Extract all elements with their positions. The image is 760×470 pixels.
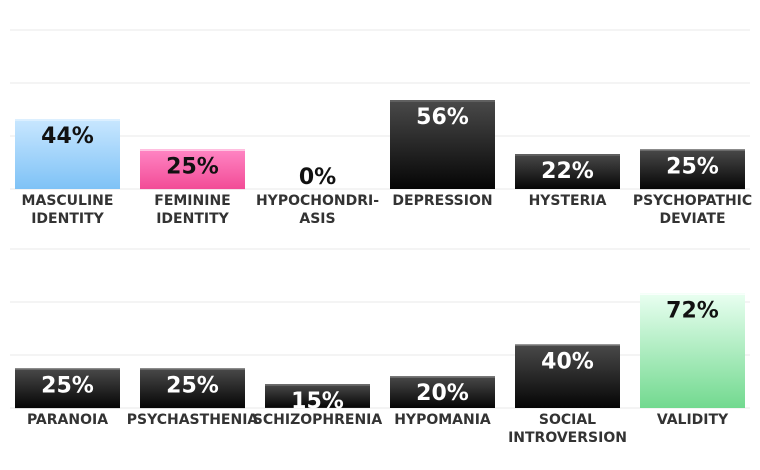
category-label: SOCIAL (539, 412, 596, 428)
bar-schizophrenia (265, 384, 370, 408)
value-label: 72% (666, 299, 719, 324)
category-label: IDENTITY (31, 211, 104, 227)
category-label: HYPOMANIA (394, 412, 491, 428)
category-label: PARANOIA (27, 412, 108, 428)
category-label: ASIS (299, 211, 335, 227)
bar-feminine-identity (140, 149, 245, 190)
bar-hypomania (390, 376, 495, 408)
value-label: 20% (416, 381, 469, 406)
bar-social-introversion (515, 344, 620, 408)
value-label: 25% (166, 373, 219, 398)
value-label: 0% (299, 165, 336, 190)
labels: 44% MASCULINE IDENTITY 25% FEMININE IDENTITY 0… (22, 105, 753, 446)
value-label: 56% (416, 105, 469, 130)
bar-depression (390, 100, 495, 189)
bar-paranoia (15, 368, 120, 409)
category-label: PSYCHASTHENIA (127, 412, 259, 428)
value-label: 25% (41, 373, 94, 398)
category-label: HYPOCHONDRI- (256, 193, 379, 209)
bar-psychasthenia (140, 368, 245, 409)
category-label: DEPRESSION (392, 193, 492, 209)
category-label: VALIDITY (657, 412, 729, 428)
value-label: 25% (666, 154, 719, 179)
bar-masculine-identity (15, 119, 120, 189)
category-label: IDENTITY (156, 211, 229, 227)
bars (15, 100, 745, 409)
category-label: HYSTERIA (529, 193, 607, 209)
category-label: SCHIZOPHRENIA (253, 412, 383, 428)
category-label: INTROVERSION (508, 430, 627, 446)
gridlines (10, 29, 750, 409)
value-label: 40% (541, 349, 594, 374)
category-label: FEMININE (154, 193, 230, 209)
category-label: PSYCHOPATHIC (633, 193, 752, 209)
value-label: 15% (291, 389, 344, 414)
value-label: 25% (166, 154, 219, 179)
bar-hysteria (515, 154, 620, 189)
value-label: 44% (41, 124, 94, 149)
category-label: MASCULINE (22, 193, 114, 209)
bar-psychopathic-deviate (640, 149, 745, 190)
category-label: DEVIATE (659, 211, 725, 227)
value-label: 22% (541, 159, 594, 184)
bar-validity (640, 293, 745, 408)
